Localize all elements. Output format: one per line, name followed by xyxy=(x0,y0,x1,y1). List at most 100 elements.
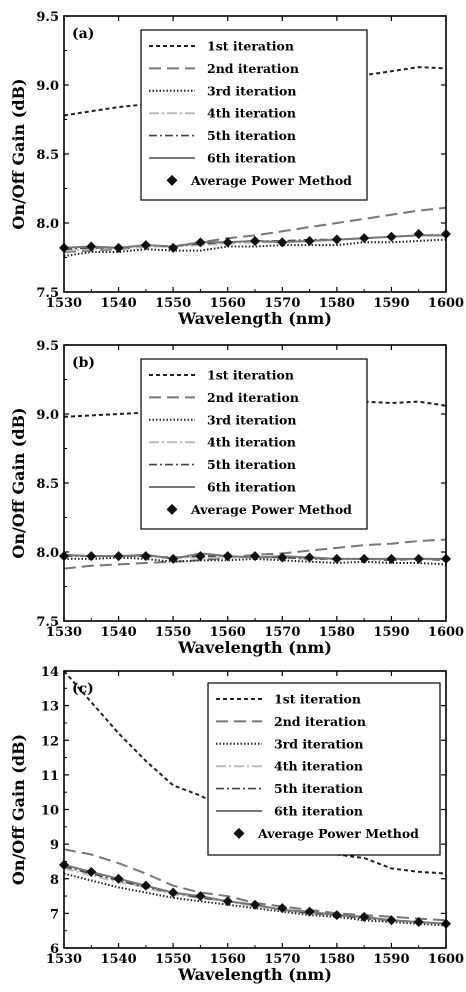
average-power-marker xyxy=(113,873,124,884)
x-tick-label: 1590 xyxy=(373,952,409,967)
legend-box xyxy=(140,358,368,530)
average-power-marker xyxy=(195,891,206,902)
series-line-5 xyxy=(63,865,447,925)
average-power-marker xyxy=(386,231,397,242)
x-tick-label: 1550 xyxy=(155,952,191,967)
x-tick-label: 1590 xyxy=(373,625,409,640)
average-power-marker xyxy=(140,551,151,562)
average-power-marker xyxy=(222,237,233,248)
average-power-marker xyxy=(331,234,342,245)
legend-label: 1st iteration xyxy=(207,39,294,54)
y-tick-label: 8 xyxy=(50,873,59,888)
series-line-3 xyxy=(63,238,447,258)
x-tick-label: 1570 xyxy=(264,952,300,967)
average-power-marker xyxy=(113,242,124,253)
average-power-marker xyxy=(359,233,370,244)
y-tick-label: 11 xyxy=(41,769,59,784)
series-line-6 xyxy=(63,863,447,925)
x-tick-label: 1580 xyxy=(319,625,355,640)
average-power-marker xyxy=(413,917,424,928)
y-tick-label: 6 xyxy=(50,942,59,957)
average-power-marker xyxy=(277,237,288,248)
y-tick-label: 10 xyxy=(41,804,59,819)
y-tick-label: 7.5 xyxy=(36,286,59,301)
legend-marker-diamond xyxy=(166,503,178,515)
y-tick-label: 7.5 xyxy=(36,615,59,630)
x-tick-label: 1580 xyxy=(319,952,355,967)
x-axis-label: Wavelength (nm) xyxy=(177,309,332,328)
x-tick-label: 1550 xyxy=(155,625,191,640)
series-line-3 xyxy=(64,556,447,566)
legend-label: 2nd iteration xyxy=(207,61,299,76)
chart-panel-1: 1530 1540 1550 1560 1570 1580 1590 1600 7.5 8.0 8.… xyxy=(9,10,464,328)
legend-label: 5th iteration xyxy=(207,128,296,143)
legend-label: 5th iteration xyxy=(207,457,296,472)
legend-label: 1st iteration xyxy=(274,692,361,707)
x-tick-label: 1560 xyxy=(210,625,246,640)
legend-box xyxy=(207,682,441,856)
x-tick-label: 1570 xyxy=(264,625,300,640)
legend: 1st iteration 2nd iteration 3rd iteration 4… xyxy=(207,682,441,856)
x-tick-label: 1530 xyxy=(46,952,82,967)
average-power-marker xyxy=(359,911,370,922)
legend-label: 3rd iteration xyxy=(274,736,363,751)
legend-label: 6th iteration xyxy=(274,804,363,819)
panel-label: (b) xyxy=(72,355,95,371)
x-axis-label: Wavelength (nm) xyxy=(177,965,332,984)
y-tick-label: 13 xyxy=(41,700,59,715)
x-tick-label: 1600 xyxy=(428,625,464,640)
average-power-marker xyxy=(386,553,397,564)
average-power-marker xyxy=(195,551,206,562)
average-power-marker xyxy=(168,553,179,564)
y-axis-label: On/Off Gain (dB) xyxy=(9,78,28,229)
average-power-marker xyxy=(331,553,342,564)
y-tick-label: 8.5 xyxy=(36,477,59,492)
panel-label: (a) xyxy=(72,26,94,42)
chart-panel-3: 1530 1540 1550 1560 1570 1580 1590 1600 6 7 8 9 10 11… xyxy=(9,665,464,984)
legend-label: 6th iteration xyxy=(207,480,296,495)
average-power-marker xyxy=(86,866,97,877)
chart-panel-2: 1530 1540 1550 1560 1570 1580 1590 1600 7.5 8.0 8.… xyxy=(9,339,464,657)
legend-label: 5th iteration xyxy=(274,781,363,796)
y-tick-label: 9.0 xyxy=(36,408,59,423)
average-power-marker xyxy=(195,237,206,248)
legend-marker-diamond xyxy=(233,827,245,839)
x-tick-label: 1540 xyxy=(100,952,136,967)
x-tick-label: 1580 xyxy=(319,296,355,311)
legend-label: 3rd iteration xyxy=(207,412,296,427)
legend: 1st iteration 2nd iteration 3rd iteration 4… xyxy=(140,29,368,201)
y-tick-label: 12 xyxy=(41,734,59,749)
average-power-marker xyxy=(304,235,315,246)
y-axis-label: On/Off Gain (dB) xyxy=(9,407,28,558)
y-tick-label: 9 xyxy=(50,838,59,853)
y-axis-label: On/Off Gain (dB) xyxy=(9,734,28,885)
legend-label: Average Power Method xyxy=(257,826,419,841)
average-power-marker xyxy=(250,235,260,246)
legend-label: 4th iteration xyxy=(207,435,296,450)
average-power-marker xyxy=(386,915,397,926)
x-tick-label: 1530 xyxy=(46,296,82,311)
average-power-marker xyxy=(250,551,260,562)
average-power-marker xyxy=(168,242,179,253)
average-power-marker xyxy=(413,229,424,240)
average-power-marker xyxy=(277,552,288,563)
legend-label: 2nd iteration xyxy=(207,390,299,405)
average-power-marker xyxy=(250,899,260,910)
average-power-marker xyxy=(222,551,233,562)
legend-label: 3rd iteration xyxy=(207,83,296,98)
average-power-marker xyxy=(113,551,124,562)
x-tick-label: 1530 xyxy=(46,625,82,640)
series-line-3 xyxy=(63,872,447,927)
legend-marker-diamond xyxy=(166,174,178,186)
y-tick-label: 9.5 xyxy=(36,10,59,25)
x-tick-label: 1540 xyxy=(100,625,136,640)
y-tick-label: 8.0 xyxy=(36,217,59,232)
y-tick-label: 8.0 xyxy=(36,546,59,561)
panel-label: (c) xyxy=(72,681,94,697)
y-tick-label: 14 xyxy=(41,665,59,680)
average-power-marker xyxy=(168,887,179,898)
average-power-marker xyxy=(304,552,315,563)
legend-label: 1st iteration xyxy=(207,368,294,383)
legend-label: 6th iteration xyxy=(207,151,296,166)
